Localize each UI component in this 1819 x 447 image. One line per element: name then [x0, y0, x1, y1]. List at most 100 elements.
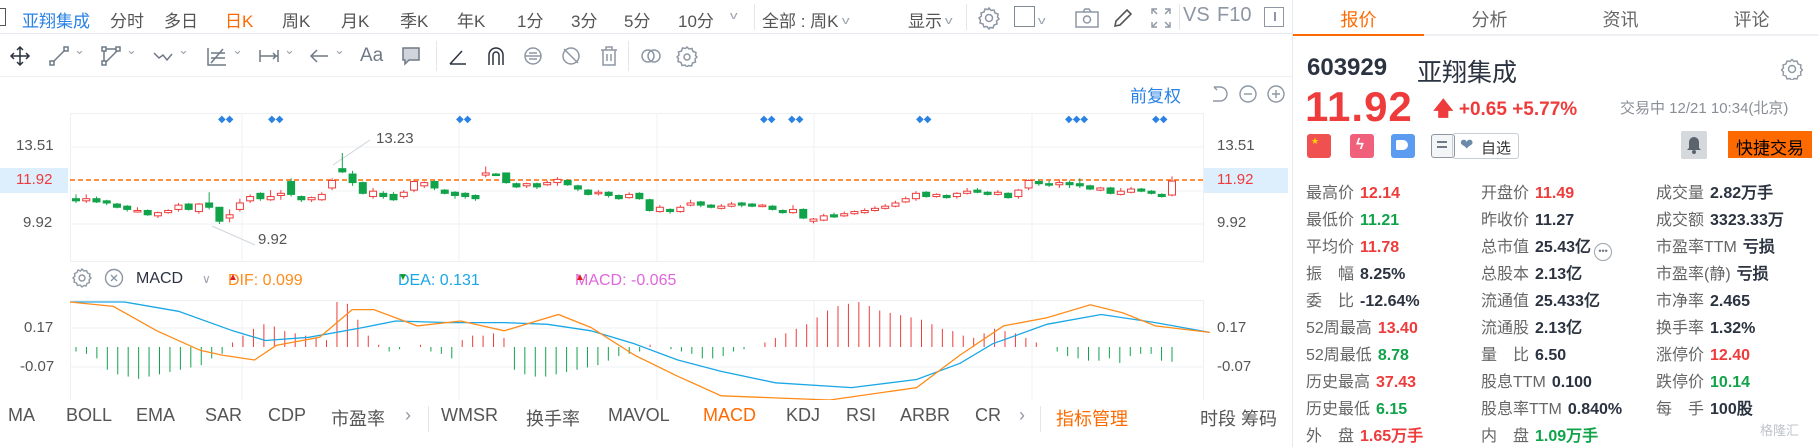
move-cross-icon[interactable] — [9, 45, 31, 67]
more-periods-dropdown[interactable]: v — [727, 7, 738, 27]
quote-label: 股息TTM — [1481, 374, 1546, 391]
delete-trash-icon[interactable] — [598, 45, 620, 67]
drawing-settings-gear-icon[interactable] — [675, 45, 699, 69]
tab-yearly-k[interactable]: 年K — [457, 12, 486, 31]
layout-dropdown[interactable]: v — [1014, 6, 1046, 32]
tab-3min[interactable]: 3分 — [571, 12, 598, 31]
quote-field: 成交量 2.82万手 — [1656, 179, 1773, 203]
tab-quarterly-k[interactable]: 季K — [400, 12, 429, 31]
more-sub-indicators-chevron-icon[interactable]: › — [1019, 405, 1025, 425]
quote-field: 内 盘 1.09万手 — [1481, 422, 1598, 446]
indicator-boll[interactable]: BOLL — [66, 405, 113, 425]
quote-value: 11.27 — [1535, 212, 1575, 229]
kline-chart[interactable]: ◆◆ ◆◆ ◆◆ ◆◆ ◆◆ ◆◆ ◆◆◆ ◆◆ 13.23 9.92 — [0, 0, 1292, 400]
undo-icon[interactable] — [1210, 84, 1230, 109]
quote-field: 历史最高 37.43 — [1306, 368, 1416, 392]
arch-magnet-icon[interactable] — [485, 45, 507, 67]
china-flag-icon: ★ — [1307, 134, 1331, 158]
tab-multi-day[interactable]: 多日 — [164, 12, 198, 31]
add-to-watchlist-button[interactable]: ❤ 自选 — [1452, 133, 1519, 159]
display-dropdown[interactable]: 显示 v — [908, 7, 953, 32]
tab-intraday[interactable]: 分时 — [110, 12, 144, 31]
indicator-arbr[interactable]: ARBR — [900, 405, 951, 425]
indicator-dropdown-chevron-icon[interactable]: ∨ — [202, 272, 211, 286]
macd-axis-tick: -0.07 — [1217, 358, 1252, 375]
indicator-ma[interactable]: MA — [8, 405, 35, 425]
indicator-kdj[interactable]: KDJ — [786, 405, 821, 425]
tab-analysis[interactable]: 分析 — [1471, 10, 1508, 30]
indicator-cdp[interactable]: CDP — [268, 405, 307, 425]
panel-toggle-icon[interactable] — [0, 8, 6, 26]
compare-vs-button[interactable]: VS — [1183, 4, 1210, 26]
session-chips-button[interactable]: 时段 筹码 — [1200, 409, 1278, 429]
indicator-close-icon[interactable] — [104, 268, 124, 293]
zoom-in-icon[interactable] — [1266, 84, 1286, 109]
panel-settings-gear-icon[interactable] — [1780, 58, 1804, 82]
indicator-manage-button[interactable]: 指标管理 — [1056, 409, 1128, 429]
quote-value: 2.13亿 — [1535, 320, 1583, 337]
indicator-settings-gear-icon[interactable] — [72, 267, 92, 293]
stock-name: 亚翔集成 — [1417, 59, 1518, 87]
quote-field: 市盈率(静) 亏损 — [1656, 260, 1769, 284]
tab-10min[interactable]: 10分 — [678, 12, 714, 31]
sync-drawings-icon[interactable] — [522, 45, 544, 67]
range-selector[interactable]: 全部 : 周K v — [762, 7, 849, 32]
quick-trade-button[interactable]: 快捷交易 — [1728, 131, 1812, 158]
notes-icon[interactable] — [1431, 134, 1455, 158]
tab-5min[interactable]: 5分 — [624, 12, 651, 31]
indicator-wmsr[interactable]: WMSR — [441, 405, 498, 425]
tab-comments[interactable]: 评论 — [1733, 10, 1770, 30]
fullscreen-icon[interactable] — [1150, 7, 1172, 34]
indicator-cr[interactable]: CR — [975, 405, 1001, 425]
wave-pattern-icon[interactable] — [152, 42, 189, 67]
tab-news[interactable]: 资讯 — [1602, 10, 1639, 30]
quote-label: 成交额 — [1656, 212, 1705, 229]
indicator-macd[interactable]: MACD — [703, 405, 756, 425]
zoom-out-icon[interactable] — [1238, 84, 1258, 109]
quote-label: 量 比 — [1481, 347, 1530, 364]
quote-value: 13.40 — [1377, 320, 1418, 337]
indicator-sar[interactable]: SAR — [205, 405, 243, 425]
indicator-ema[interactable]: EMA — [136, 405, 176, 425]
f10-button[interactable]: F10 — [1217, 4, 1252, 26]
quote-label: 换手率 — [1656, 320, 1705, 337]
trading-status: 交易中 12/21 10:34(北京) — [1620, 100, 1789, 117]
indicator-rsi[interactable]: RSI — [846, 405, 877, 425]
more-options-icon[interactable]: ••• — [1594, 243, 1613, 261]
line-segment-icon[interactable] — [48, 42, 85, 67]
comment-bubble-icon[interactable] — [400, 45, 422, 67]
text-tool-icon[interactable]: Aa — [360, 45, 384, 66]
tab-weekly-k[interactable]: 周K — [282, 12, 311, 31]
price-alert-bell-icon[interactable] — [1681, 131, 1707, 159]
range-measure-icon[interactable] — [258, 42, 295, 67]
tab-quote[interactable]: 报价 — [1340, 10, 1377, 30]
indicator-mavol[interactable]: MAVOL — [608, 405, 670, 425]
indicator-turnover[interactable]: 换手率 — [526, 409, 580, 429]
indicator-pe[interactable]: 市盈率 — [331, 409, 385, 429]
hide-drawings-icon[interactable] — [560, 45, 582, 67]
quote-field: 最高价 12.14 — [1306, 179, 1400, 203]
stock-name-link[interactable]: 亚翔集成 — [22, 12, 90, 31]
quote-field: 平均价 11.78 — [1306, 233, 1399, 257]
tab-daily-k[interactable]: 日K — [225, 12, 254, 31]
tab-monthly-k[interactable]: 月K — [341, 12, 370, 31]
tab-1min[interactable]: 1分 — [517, 12, 544, 31]
macd-label: MACD: -0.065 — [575, 272, 677, 289]
polyline-icon[interactable] — [100, 42, 137, 67]
adjust-mode-button[interactable]: 前复权 — [1130, 87, 1181, 106]
pencil-draw-icon[interactable] — [1112, 7, 1134, 34]
current-price-axis-highlight — [1203, 168, 1288, 193]
quote-value: 亏损 — [1736, 266, 1769, 283]
svg-text:◆◆: ◆◆ — [1152, 114, 1168, 125]
overlay-compare-icon[interactable] — [640, 45, 662, 67]
arrow-left-icon[interactable] — [308, 42, 345, 67]
quote-field: 52周最低 8.78 — [1306, 341, 1409, 365]
more-main-indicators-chevron-icon[interactable]: › — [405, 405, 411, 425]
settings-gear-icon[interactable] — [977, 6, 1001, 35]
screenshot-camera-icon[interactable] — [1075, 7, 1099, 34]
sidebar-toggle-icon[interactable] — [1264, 7, 1284, 27]
angle-icon[interactable] — [447, 45, 469, 67]
quote-field: 昨收价 11.27 — [1481, 206, 1574, 230]
fibonacci-box-icon[interactable] — [206, 42, 243, 67]
quote-field: 成交额 3323.33万 — [1656, 206, 1784, 230]
